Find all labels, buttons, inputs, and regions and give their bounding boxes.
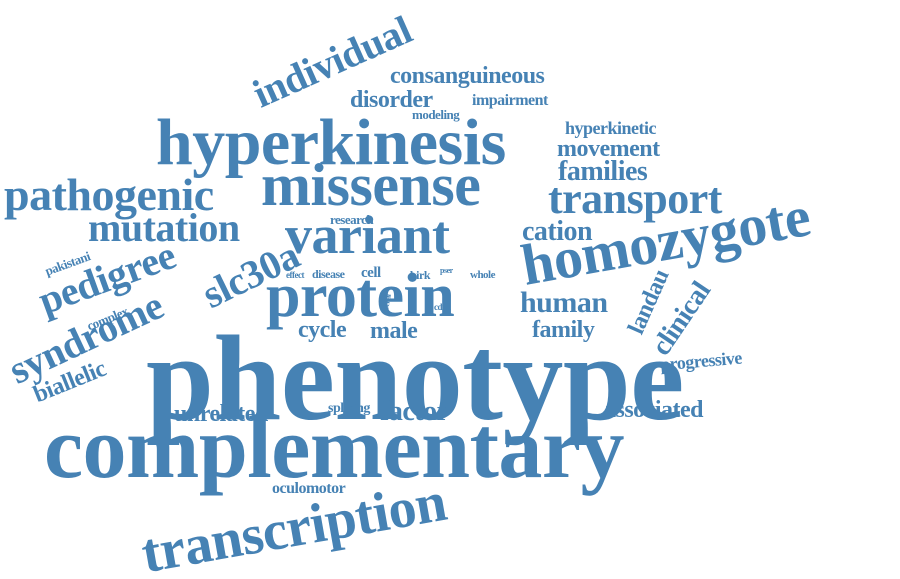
word-impairment: impairment [472,92,548,109]
word-human: human [520,286,608,319]
word-oculomotor: oculomotor [272,480,346,497]
word-missense: missense [261,152,481,218]
word-protein: protein [266,262,455,330]
word-factor: factor [380,396,449,427]
word-mutation: mutation [88,205,240,250]
word-families: families [558,156,648,187]
word-associated: associated [604,397,704,423]
word-disease: disease [312,267,345,281]
word-disorder: disorder [350,87,433,113]
word-research: research [330,212,374,227]
word-birk: birk [410,268,431,282]
word-cycle: cycle [298,317,347,343]
word-male: male [370,318,418,344]
word-effect: effect [286,270,304,280]
word-complementary: complementary [44,400,624,497]
word-splicing: splicing [328,401,370,416]
word-movement: movement [557,136,660,162]
word-family: family [532,317,595,343]
word-hyperkinesis: hyperkinesis [156,106,506,179]
word-pathogenic: pathogenic [4,169,214,220]
word-hyperkinetic: hyperkinetic [565,118,657,138]
word-consanguineous: consanguineous [390,63,545,89]
word-cation: cation [522,216,593,247]
word-modeling: modeling [412,107,460,122]
word-transport: transport [548,174,722,223]
word-cell: cell [361,265,381,281]
word-unrelated: unrelated [174,401,268,427]
word-pser: pser [440,266,453,275]
word-whole: whole [470,269,496,281]
word-phenotype: phenotype [146,311,684,446]
word-cdna: cdna [434,302,451,312]
word-variant: variant [285,205,450,265]
